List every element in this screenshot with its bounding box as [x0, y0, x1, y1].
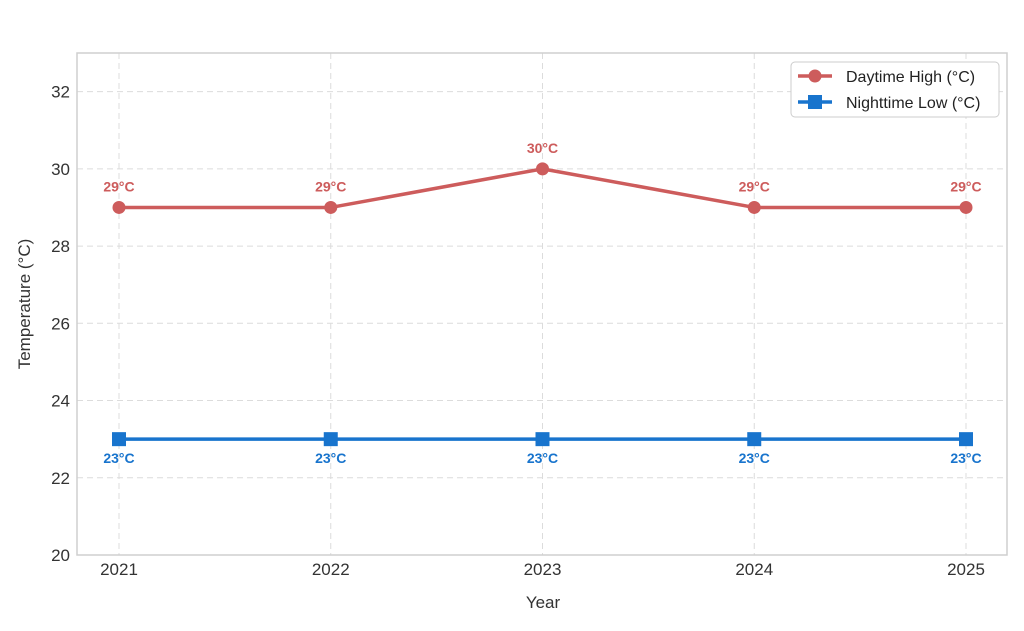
y-tick-label: 28 [51, 237, 70, 256]
legend-marker [808, 69, 822, 83]
data-point [112, 432, 126, 447]
y-tick-label: 20 [51, 546, 70, 565]
x-tick-label: 2024 [735, 560, 773, 579]
data-label: 23°C [739, 450, 770, 466]
data-label: 23°C [103, 450, 134, 466]
series [112, 162, 973, 447]
data-point [323, 432, 338, 447]
y-tick-label: 26 [51, 314, 70, 333]
legend-box [790, 61, 1000, 118]
data-point [535, 432, 550, 447]
data-labels: 29°C 29°C 30°C 29°C 29°C 23°C 23°C 23°C 23°C 23°C [103, 140, 981, 466]
data-label: 23°C [527, 450, 558, 466]
data-point [959, 432, 973, 447]
data-label: 30°C [527, 140, 558, 156]
legend: Daytime High (°C) Nighttime Low (°C) [790, 61, 1000, 118]
data-point [959, 200, 973, 214]
data-label: 29°C [950, 178, 981, 194]
y-axis-title: Temperature (°C) [15, 239, 34, 370]
data-label: 29°C [739, 178, 770, 194]
plot-frame [76, 52, 1008, 556]
x-tick-label: 2025 [947, 560, 985, 579]
data-point [324, 200, 338, 214]
data-label: 23°C [950, 450, 981, 466]
legend-marker [808, 95, 822, 109]
legend-label: Nighttime Low (°C) [846, 95, 980, 112]
x-tick-label: 2022 [312, 560, 350, 579]
data-label: 29°C [315, 178, 346, 194]
y-tick-label: 22 [51, 469, 70, 488]
x-tick-label: 2023 [524, 560, 562, 579]
data-label: 29°C [103, 178, 134, 194]
x-tick-label: 2021 [100, 560, 138, 579]
data-label: 23°C [315, 450, 346, 466]
data-point [747, 200, 761, 214]
x-axis-title: Year [526, 593, 561, 612]
legend-label: Daytime High (°C) [846, 69, 975, 86]
data-point [747, 432, 762, 447]
y-tick-label: 30 [51, 160, 70, 179]
y-tick-label: 32 [51, 83, 70, 102]
data-point [536, 162, 549, 176]
data-point [112, 200, 126, 214]
grid [77, 53, 1007, 555]
y-tick-label: 24 [51, 392, 70, 411]
